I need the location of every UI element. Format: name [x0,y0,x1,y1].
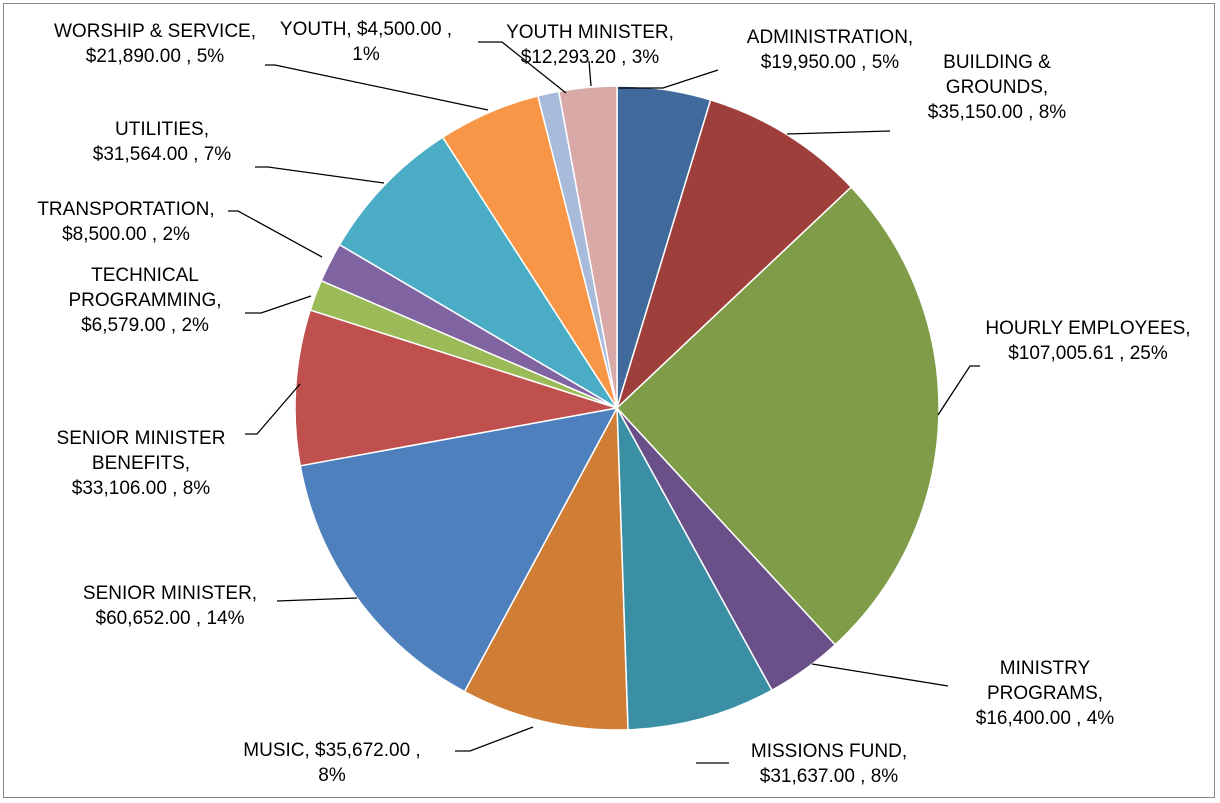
leader-line-youth-minister [588,60,592,87]
data-labels: ADMINISTRATION, $19,950.00 , 5% BUILDING &… [37,19,1190,787]
data-label-line: $31,564.00 , 7% [93,144,231,165]
pie-slice-utilities [338,136,618,409]
data-label-line: SENIOR MINISTER, [83,583,257,604]
pie-slice-missions-fund [616,407,773,731]
data-label-line: YOUTH MINISTER, [506,22,674,43]
data-label-senior-minister: SENIOR MINISTER, $60,652.00 , 14% [83,583,257,629]
data-label-line: $8,500.00 , 2% [62,224,190,245]
leader-line-building-grounds [786,130,891,135]
data-label-line: $35,150.00 , 8% [928,102,1066,123]
pie-slice-building-grounds [616,99,853,409]
data-label-music: MUSIC, $35,672.00 , 8% [243,740,420,786]
data-label-youth: YOUTH, $4,500.00 , 1% [280,19,452,65]
data-label-line: YOUTH, $4,500.00 , [280,19,452,40]
data-label-line: PROGRAMS, [987,683,1103,704]
data-label-line: 8% [318,765,346,786]
data-label-line: $33,106.00 , 8% [72,478,210,499]
leader-line-worship-service [265,64,489,111]
leader-line-administration [618,69,719,89]
data-label-line: $107,005.61 , 25% [1008,343,1168,364]
data-label-line: TRANSPORTATION, [37,199,214,220]
data-label-senior-minister-benefits: SENIOR MINISTER BENEFITS, $33,106.00 , 8% [57,428,226,499]
leader-line-senior-minister [276,597,358,602]
data-label-worship-service: WORSHIP & SERVICE, $21,890.00 , 5% [54,21,256,67]
data-label-line: TECHNICAL [91,265,199,286]
data-label-line: SENIOR MINISTER [57,428,226,449]
data-label-line: MUSIC, $35,672.00 , [243,740,420,761]
data-label-administration: ADMINISTRATION, $19,950.00 , 5% [747,27,913,73]
pie-slice-senior-minister-benefits [294,309,618,467]
leader-line-transportation [228,210,323,258]
data-label-line: BUILDING & [943,52,1051,73]
pie-slice-youth-minister [558,85,618,409]
leader-line-senior-minister-benefits [245,383,301,435]
data-label-line: $6,579.00 , 2% [81,315,209,336]
pie-slices [294,85,940,731]
data-label-ministry-programs: MINISTRY PROGRAMS, $16,400.00 , 4% [976,658,1114,729]
pie-slice-music [463,407,629,731]
data-label-line: MISSIONS FUND, [751,741,907,762]
data-label-line: $21,890.00 , 5% [86,46,224,67]
data-label-line: PROGRAMMING, [68,290,221,311]
data-label-line: $12,293.20 , 3% [521,47,659,68]
data-label-line: BENEFITS, [92,453,190,474]
data-label-technical-programming: TECHNICAL PROGRAMMING, $6,579.00 , 2% [68,265,221,336]
data-label-line: ADMINISTRATION, [747,27,913,48]
data-label-missions-fund: MISSIONS FUND, $31,637.00 , 8% [751,741,907,787]
data-label-line: 1% [352,44,380,65]
leader-line-technical-programming [245,295,312,314]
data-label-line: $31,637.00 , 8% [760,766,898,787]
data-label-line: MINISTRY [1000,658,1091,679]
data-label-line: $16,400.00 , 4% [976,708,1114,729]
pie-slice-hourly-employees [616,186,940,646]
data-label-utilities: UTILITIES, $31,564.00 , 7% [93,119,231,165]
leader-line-hourly-employees [937,365,980,416]
leader-line-utilities [255,166,385,184]
data-label-line: GROUNDS, [946,77,1048,98]
data-label-line: HOURLY EMPLOYEES, [985,318,1190,339]
leader-line-youth [478,41,567,94]
data-label-line: $19,950.00 , 5% [761,52,899,73]
data-label-hourly-employees: HOURLY EMPLOYEES, $107,005.61 , 25% [985,318,1190,364]
data-label-building-grounds: BUILDING & GROUNDS, $35,150.00 , 8% [928,52,1066,123]
data-label-line: WORSHIP & SERVICE, [54,21,256,42]
data-label-youth-minister: YOUTH MINISTER, $12,293.20 , 3% [506,22,674,68]
leader-line-music [455,726,534,752]
data-label-line: UTILITIES, [115,119,209,140]
leader-line-ministry-programs [811,663,949,687]
data-label-transportation: TRANSPORTATION, $8,500.00 , 2% [37,199,214,245]
data-label-line: $60,652.00 , 14% [96,608,245,629]
